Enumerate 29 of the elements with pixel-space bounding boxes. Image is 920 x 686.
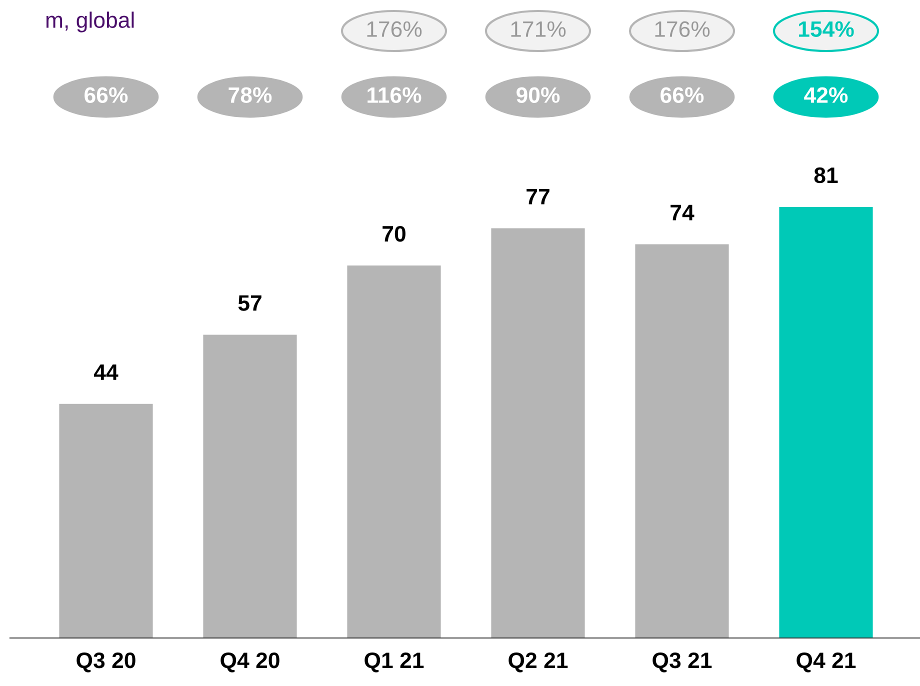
bar <box>203 334 297 638</box>
data-label: 57 <box>238 295 262 311</box>
data-label: 44 <box>94 364 118 380</box>
bar <box>59 404 153 638</box>
x-tick-label: Q4 21 <box>796 652 856 672</box>
x-tick-label: Q4 20 <box>220 652 280 672</box>
x-tick-label: Q3 21 <box>652 652 712 672</box>
text: 90% <box>516 87 560 103</box>
text: 176% <box>655 21 710 37</box>
data-label: 81 <box>814 167 838 184</box>
x-tick-label: Q3 20 <box>76 652 136 672</box>
text: 78% <box>228 87 272 103</box>
text: 42% <box>804 87 848 103</box>
data-label: 70 <box>382 226 406 242</box>
bar <box>779 207 873 638</box>
x-tick-label: Q1 21 <box>364 652 424 672</box>
bar <box>347 266 441 638</box>
chart-title: m, global <box>46 12 134 32</box>
text: 66% <box>84 87 128 103</box>
x-tick-label: Q2 21 <box>508 652 568 672</box>
text: 154% <box>798 21 854 37</box>
bar <box>635 244 729 638</box>
text: 116% <box>368 87 422 103</box>
data-label: 74 <box>670 204 694 220</box>
text: 171% <box>511 21 566 37</box>
bar <box>491 228 585 638</box>
text: 176% <box>367 21 422 37</box>
data-label: 77 <box>526 188 550 204</box>
text: 66% <box>660 87 704 103</box>
